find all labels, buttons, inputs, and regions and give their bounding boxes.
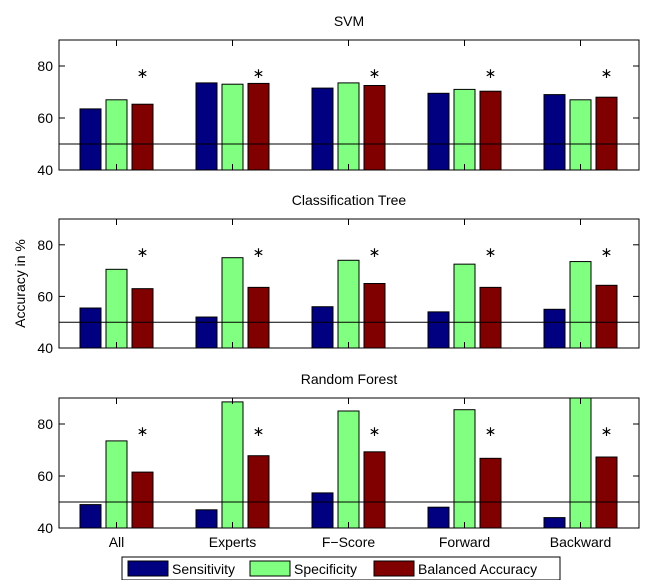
bar <box>105 268 128 349</box>
bar <box>479 286 502 349</box>
bar <box>131 103 154 171</box>
bar <box>221 401 244 529</box>
subplot-3: Random Forest 40 60 80 ∗ ∗ ∗ ∗ ∗ All Experts F−Scor… <box>37 371 640 550</box>
bar <box>337 259 360 349</box>
bar <box>363 451 386 529</box>
bar <box>569 397 592 529</box>
bar <box>195 509 218 529</box>
y-tick-label: 40 <box>37 340 53 356</box>
y-tick-label: 60 <box>37 110 53 126</box>
significance-marker: ∗ <box>137 244 149 260</box>
y-tick-label: 80 <box>37 58 53 74</box>
bar <box>427 311 450 349</box>
bar <box>131 288 154 349</box>
bar <box>79 307 102 349</box>
significance-marker: ∗ <box>485 65 497 81</box>
bar <box>569 261 592 349</box>
legend-label: Sensitivity <box>172 561 235 577</box>
y-tick-label: 80 <box>37 237 53 253</box>
y-tick-label: 80 <box>37 416 53 432</box>
bar <box>247 455 270 529</box>
bar <box>337 82 360 171</box>
bar <box>363 283 386 349</box>
bar <box>79 108 102 171</box>
significance-marker: ∗ <box>369 244 381 260</box>
bar <box>195 316 218 349</box>
y-axis-label: Accuracy in % <box>12 239 28 328</box>
bar <box>479 90 502 171</box>
bar <box>105 440 128 529</box>
bar <box>221 83 244 171</box>
significance-marker: ∗ <box>137 65 149 81</box>
significance-marker: ∗ <box>369 65 381 81</box>
bar <box>453 263 476 349</box>
x-tick-label: F−Score <box>322 534 376 550</box>
legend-box <box>121 556 561 580</box>
bar <box>311 87 334 171</box>
bar <box>479 457 502 529</box>
bar <box>543 94 566 171</box>
x-tick-label: Experts <box>209 534 256 550</box>
subplot-title: SVM <box>334 13 364 29</box>
x-tick-label: All <box>109 534 125 550</box>
x-tick-label: Backward <box>550 534 611 550</box>
significance-marker: ∗ <box>601 244 613 260</box>
bar <box>595 96 618 171</box>
bar <box>595 456 618 529</box>
bar <box>195 82 218 171</box>
y-tick-label: 40 <box>37 162 53 178</box>
bar <box>427 92 450 171</box>
bar <box>247 286 270 349</box>
legend: Sensitivity Specificity Balanced Accuracy <box>121 556 561 580</box>
bar <box>453 88 476 171</box>
bar <box>311 492 334 529</box>
bar <box>595 284 618 349</box>
y-tick-label: 60 <box>37 468 53 484</box>
bar <box>363 85 386 171</box>
legend-swatch <box>127 560 169 577</box>
bar <box>427 506 450 529</box>
bar <box>453 409 476 529</box>
y-tick-label: 60 <box>37 288 53 304</box>
significance-marker: ∗ <box>137 423 149 439</box>
x-tick-label: Forward <box>439 534 490 550</box>
bar <box>311 306 334 349</box>
bar <box>131 471 154 529</box>
y-tick-label: 40 <box>37 520 53 536</box>
bar <box>543 517 566 529</box>
legend-swatch <box>249 560 291 577</box>
significance-marker: ∗ <box>369 423 381 439</box>
significance-marker: ∗ <box>253 423 265 439</box>
legend-label: Specificity <box>294 561 357 577</box>
bar <box>569 99 592 171</box>
subplot-title: Random Forest <box>301 371 398 387</box>
significance-marker: ∗ <box>601 423 613 439</box>
significance-marker: ∗ <box>485 244 497 260</box>
significance-marker: ∗ <box>253 244 265 260</box>
subplot-title: Classification Tree <box>292 192 407 208</box>
subplot-2: Classification Tree 40 60 80 ∗ ∗ ∗ ∗ ∗ Accuracy i… <box>12 192 640 356</box>
bar <box>543 308 566 349</box>
bar <box>247 82 270 171</box>
significance-marker: ∗ <box>253 65 265 81</box>
bar <box>337 410 360 529</box>
legend-label: Balanced Accuracy <box>418 561 537 577</box>
bar <box>79 504 102 529</box>
subplot-1: SVM 40 60 80 ∗ ∗ ∗ ∗ ∗ <box>37 13 640 178</box>
bar <box>105 99 128 171</box>
significance-marker: ∗ <box>485 423 497 439</box>
bar <box>221 257 244 349</box>
significance-marker: ∗ <box>601 65 613 81</box>
legend-swatch <box>373 560 415 577</box>
